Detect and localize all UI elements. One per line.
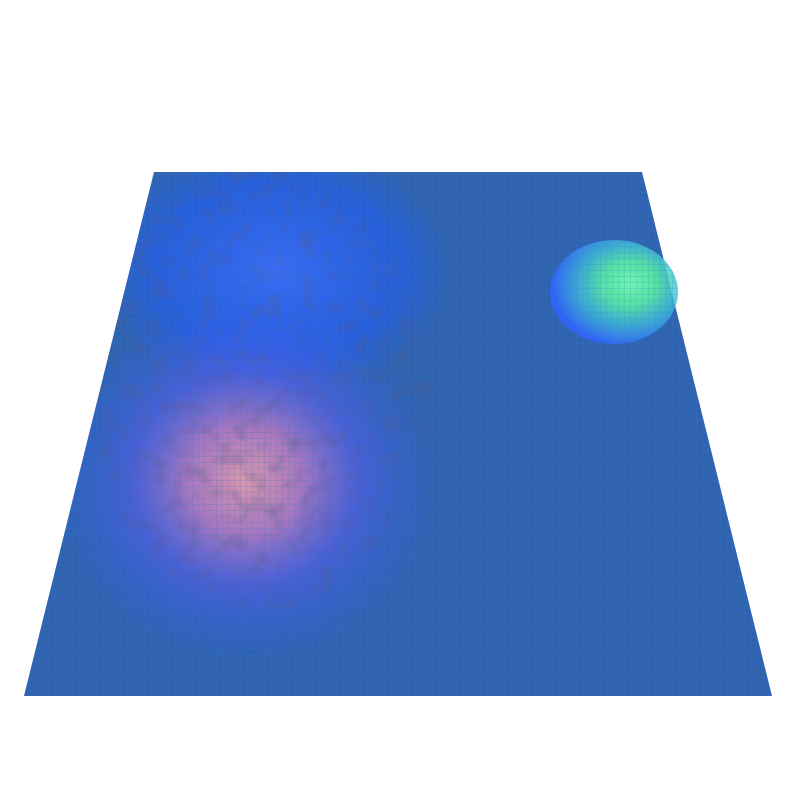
small-bump-mesh (550, 240, 678, 344)
surface-features (24, 172, 772, 696)
mesh-grid (24, 172, 772, 696)
